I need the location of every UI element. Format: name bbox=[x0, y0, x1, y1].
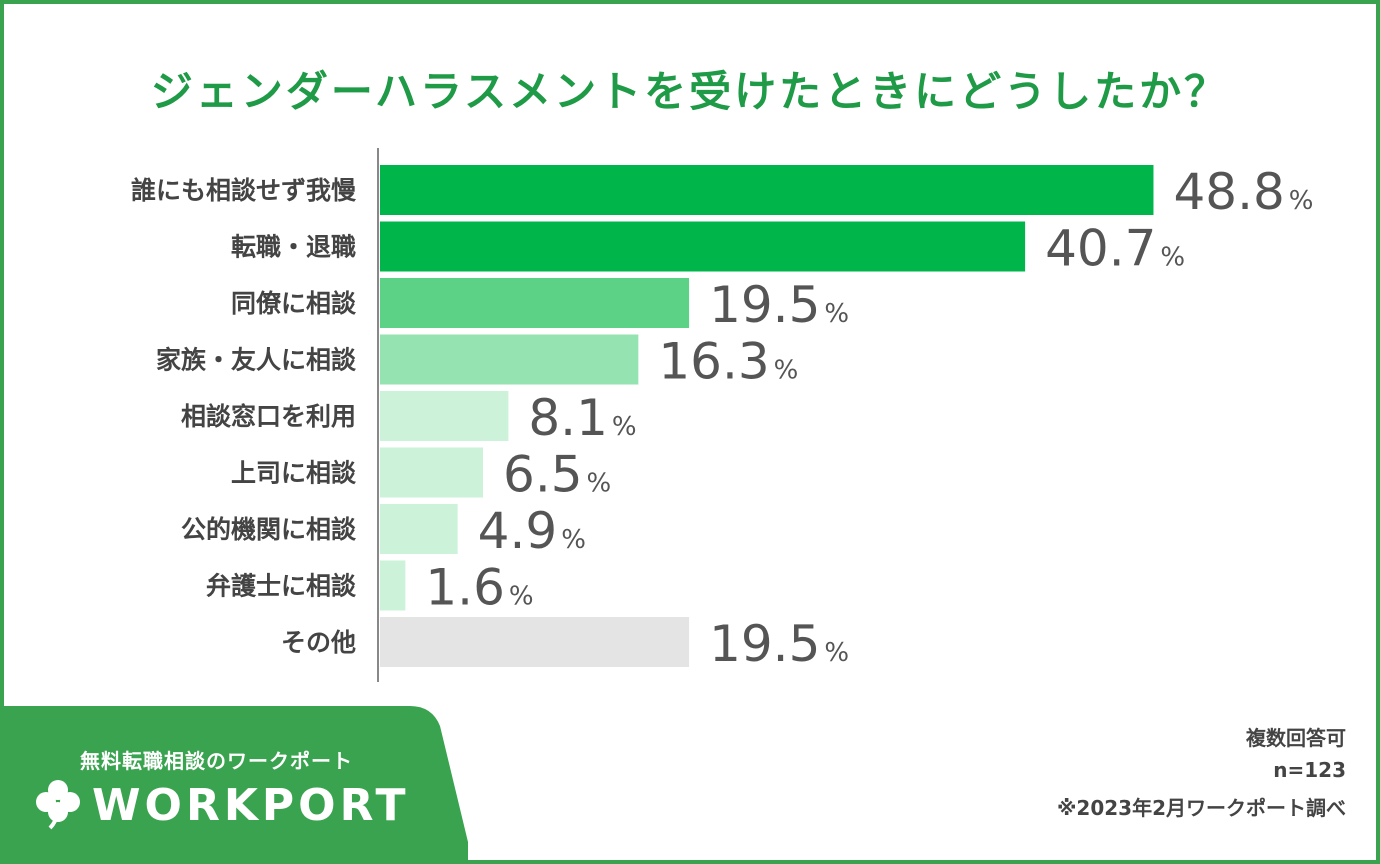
value-label: 19.5% bbox=[709, 615, 849, 673]
value-label: 48.8% bbox=[1173, 163, 1313, 221]
bar bbox=[380, 165, 1154, 215]
value-label: 1.6% bbox=[425, 559, 533, 617]
bar bbox=[380, 617, 690, 667]
bar bbox=[380, 447, 484, 498]
category-label: 公的機関に相談 bbox=[181, 515, 357, 544]
category-label: 相談窓口を利用 bbox=[181, 402, 356, 431]
value-label: 16.3% bbox=[658, 333, 798, 391]
value-label: 40.7% bbox=[1045, 220, 1185, 278]
multi-answer-note: 複数回答可 bbox=[1246, 726, 1346, 750]
chart-title: ジェンダーハラスメントを受けたときにどうしたか？ bbox=[150, 67, 1230, 116]
bar bbox=[380, 560, 406, 611]
category-label: 上司に相談 bbox=[231, 459, 357, 488]
category-label: 誰にも相談せず我慢 bbox=[131, 176, 357, 205]
bar bbox=[380, 391, 509, 441]
value-label: 8.1% bbox=[528, 389, 636, 447]
sample-size-note: n=123 bbox=[1273, 758, 1346, 782]
category-label: 家族・友人に相談 bbox=[156, 346, 357, 375]
category-label: 転職・退職 bbox=[231, 233, 356, 262]
bar bbox=[380, 221, 1026, 272]
value-label: 4.9% bbox=[478, 502, 586, 560]
brand-logo: WORKPORT bbox=[92, 780, 410, 831]
bar bbox=[380, 504, 458, 554]
value-label: 19.5% bbox=[709, 276, 849, 334]
brand-panel-shape bbox=[0, 706, 468, 864]
category-label: その他 bbox=[281, 628, 356, 657]
category-label: 同僚に相談 bbox=[231, 289, 357, 318]
category-label: 弁護士に相談 bbox=[206, 572, 357, 601]
bar bbox=[380, 334, 639, 385]
source-note: ※2023年2月ワークポート調べ bbox=[1056, 796, 1346, 820]
value-label: 6.5% bbox=[503, 446, 611, 504]
clover-logo-icon bbox=[36, 780, 80, 830]
bar bbox=[380, 278, 690, 328]
brand-tagline: 無料転職相談のワークポート bbox=[80, 749, 353, 773]
